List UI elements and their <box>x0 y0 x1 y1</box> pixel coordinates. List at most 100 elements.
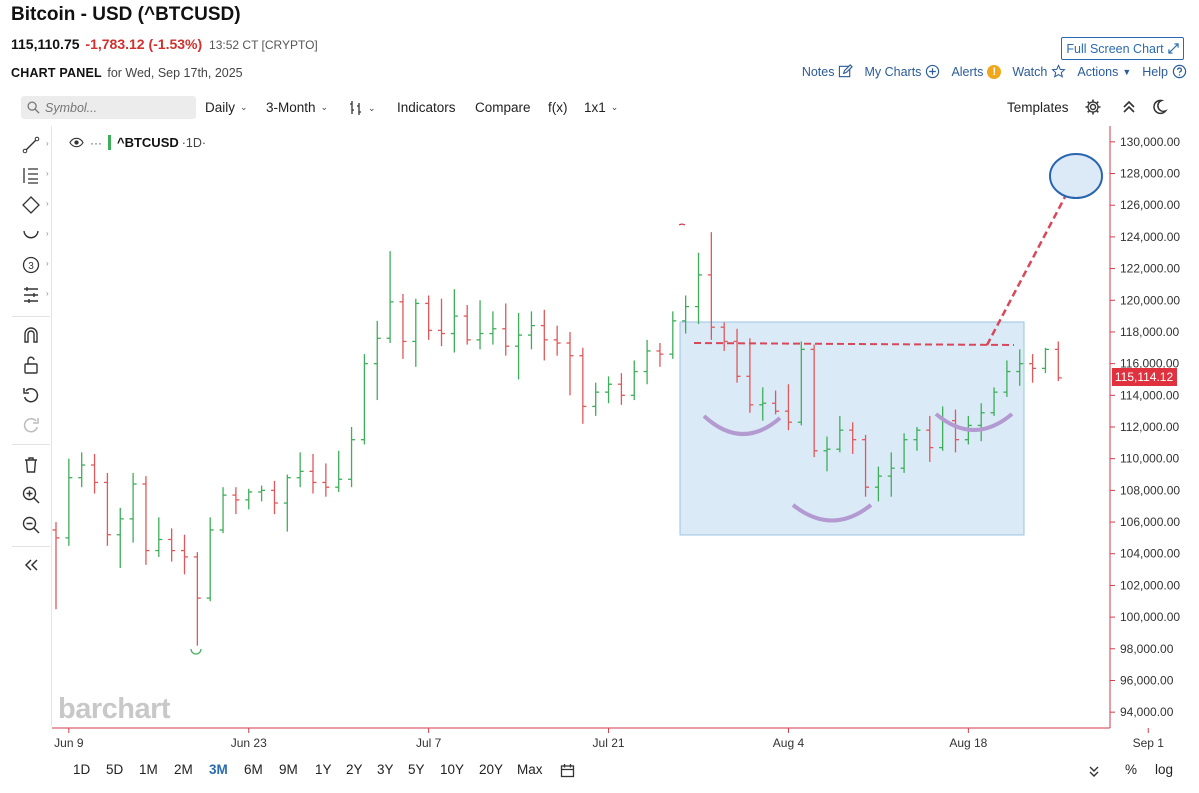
ohlc-bar <box>193 552 201 646</box>
x-tick-label: Jul 7 <box>416 736 442 750</box>
collapse-up-icon[interactable] <box>1120 98 1138 116</box>
ohlc-bar <box>476 300 484 350</box>
ohlc-bar <box>1016 349 1024 386</box>
range-button-6m[interactable]: 6M <box>244 762 263 777</box>
templates-button[interactable]: Templates <box>1007 100 1069 115</box>
ohlc-bar <box>425 295 433 340</box>
moon-icon[interactable] <box>1150 98 1168 116</box>
range-button-1d[interactable]: 1D <box>73 762 91 777</box>
y-tick-label: 112,000.00 <box>1120 420 1179 434</box>
delete-button[interactable] <box>21 454 43 476</box>
ohlc-bar <box>527 311 535 350</box>
ohlc-bar <box>206 517 214 602</box>
ohlc-bar <box>103 472 111 546</box>
period-select[interactable]: 3-Month ⌄ <box>266 100 328 115</box>
ohlc-bar <box>990 387 998 416</box>
ohlc-bar <box>386 251 394 344</box>
percent-scale-toggle[interactable]: % <box>1125 762 1138 777</box>
range-button-2y[interactable]: 2Y <box>346 762 363 777</box>
ohlc-bar <box>489 311 497 345</box>
y-tick-label: 102,000.00 <box>1120 578 1180 592</box>
layout-select[interactable]: 1x1 ⌄ <box>584 100 618 115</box>
ohlc-bar <box>322 463 330 497</box>
search-icon <box>27 101 40 114</box>
fibonacci-tool[interactable]: › <box>21 164 49 186</box>
ohlc-bar <box>913 427 921 451</box>
fibonacci-icon <box>23 168 38 184</box>
ohlc-bar <box>116 507 124 568</box>
collapse-tools-button[interactable] <box>21 554 43 576</box>
indicators-button[interactable]: Indicators <box>397 100 456 115</box>
watch-link[interactable]: Watch <box>1012 64 1067 79</box>
help-label: Help <box>1142 64 1168 79</box>
y-axis-ticks: 130,000.00 128,000.00 126,000.00 124,000.00… <box>1110 135 1180 719</box>
double-chevron-down-icon[interactable] <box>1087 764 1101 778</box>
watch-label: Watch <box>1012 64 1048 79</box>
y-tick-label: 94,000.00 <box>1120 705 1174 719</box>
y-tick-label: 114,000.00 <box>1120 388 1179 402</box>
alert-badge-icon: ! <box>987 64 1002 79</box>
range-button-5d[interactable]: 5D <box>106 762 124 777</box>
my-charts-link[interactable]: My Charts <box>864 64 940 79</box>
full-screen-label: Full Screen Chart <box>1066 41 1164 56</box>
alerts-link[interactable]: Alerts ! <box>951 64 1002 79</box>
range-button-2m[interactable]: 2M <box>174 762 193 777</box>
range-button-1m[interactable]: 1M <box>139 762 158 777</box>
ohlc-bar <box>887 452 895 497</box>
trash-icon <box>25 457 37 473</box>
log-scale-toggle[interactable]: log <box>1155 762 1174 777</box>
target-projection-line <box>985 175 1078 346</box>
measure-tool[interactable]: › <box>21 284 49 306</box>
interval-select[interactable]: Daily ⌄ <box>205 100 248 115</box>
lock-tool[interactable] <box>21 354 43 376</box>
notes-link[interactable]: Notes <box>802 64 854 79</box>
undo-button[interactable] <box>21 384 43 406</box>
range-button-5y[interactable]: 5Y <box>408 762 425 777</box>
pencil-icon <box>839 64 854 78</box>
ohlc-bar <box>874 466 882 502</box>
range-button-9m[interactable]: 9M <box>279 762 298 777</box>
barchart-watermark: barchart <box>58 693 171 725</box>
ohlc-bar <box>720 322 728 351</box>
shapes-tool[interactable]: › <box>21 194 49 216</box>
redo-button[interactable] <box>21 414 43 436</box>
compare-button[interactable]: Compare <box>475 100 531 115</box>
zoom-in-button[interactable] <box>21 484 43 506</box>
ohlc-bar <box>733 328 741 383</box>
ohlc-bar <box>656 343 664 367</box>
zoom-in-icon <box>22 486 40 504</box>
y-tick-label: 110,000.00 <box>1120 452 1179 466</box>
gear-icon[interactable] <box>1084 98 1102 116</box>
bar-type-select[interactable]: ⌄ <box>349 100 376 116</box>
magnet-tool[interactable] <box>21 324 43 346</box>
range-button-20y[interactable]: 20Y <box>479 762 504 777</box>
legend-menu-dots[interactable]: ··· <box>90 135 102 150</box>
help-link[interactable]: Help <box>1142 64 1187 79</box>
quote-time: 13:52 CT [CRYPTO] <box>209 38 318 52</box>
notes-label: Notes <box>801 64 835 79</box>
zoom-out-button[interactable] <box>21 514 43 536</box>
range-button-10y[interactable]: 10Y <box>440 762 465 777</box>
calendar-icon[interactable] <box>560 763 575 778</box>
range-button-max[interactable]: Max <box>517 762 543 777</box>
trendline-tool[interactable]: › <box>21 134 49 156</box>
elliott-wave-tool[interactable]: 3 › <box>21 254 49 276</box>
numbered-circle-icon: 3 <box>22 256 40 274</box>
period-label: 3-Month <box>266 100 316 115</box>
arc-tool[interactable]: › <box>21 224 49 246</box>
symbol-search[interactable] <box>21 96 196 119</box>
price-chart[interactable]: 130,000.00 128,000.00 126,000.00 124,000.00… <box>52 126 1199 756</box>
help-circle-icon <box>1172 64 1187 79</box>
range-button-3y[interactable]: 3Y <box>377 762 394 777</box>
fx-button[interactable]: f(x) <box>548 100 568 115</box>
y-tick-label: 116,000.00 <box>1120 357 1179 371</box>
symbol-input[interactable] <box>45 100 185 115</box>
actions-menu[interactable]: Actions ▼ <box>1077 65 1131 79</box>
full-screen-chart-button[interactable]: Full Screen Chart <box>1061 37 1184 60</box>
star-icon <box>1051 64 1067 78</box>
ohlc-bar <box>142 476 150 565</box>
eye-icon[interactable] <box>69 137 84 148</box>
range-button-3m[interactable]: 3M <box>209 762 228 777</box>
range-button-1y[interactable]: 1Y <box>315 762 332 777</box>
svg-text:3: 3 <box>28 261 34 272</box>
